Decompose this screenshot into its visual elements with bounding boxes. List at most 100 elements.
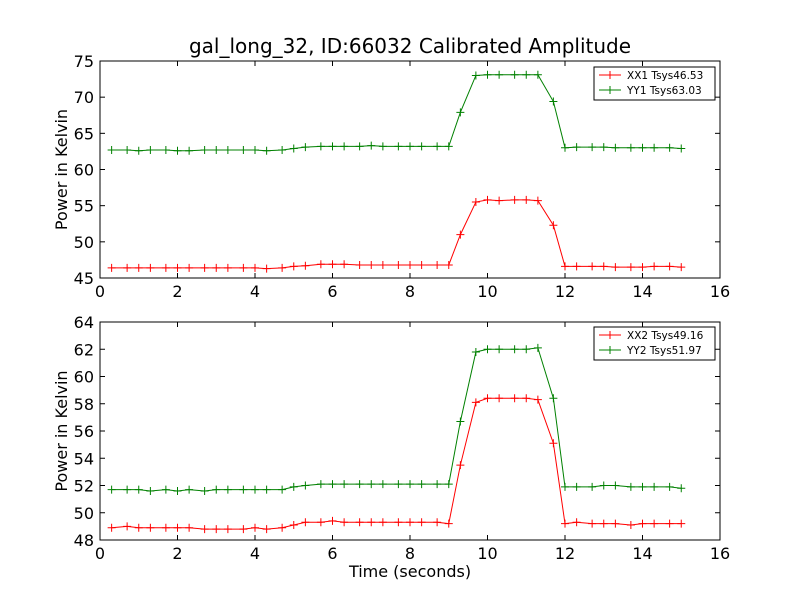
data-point — [561, 482, 569, 491]
data-point — [588, 262, 597, 271]
data-point — [223, 145, 232, 154]
data-point — [316, 518, 325, 527]
x-tick-label: 6 — [327, 544, 337, 563]
data-point — [340, 480, 349, 489]
data-point — [173, 263, 182, 272]
data-point — [626, 263, 635, 272]
data-point — [650, 519, 659, 528]
data-point — [251, 485, 259, 494]
legend: XX1 Tsys46.53 YY1 Tsys63.03 — [593, 66, 716, 101]
data-point — [599, 262, 608, 271]
data-point — [367, 260, 376, 269]
data-point — [549, 97, 558, 106]
data-point — [316, 480, 325, 489]
data-point — [433, 260, 442, 269]
data-point — [533, 395, 542, 404]
data-point — [212, 525, 221, 534]
x-tick-label: 0 — [95, 282, 105, 301]
data-point — [456, 461, 465, 470]
y-tick-label: 65 — [74, 124, 94, 143]
data-point — [173, 486, 182, 495]
data-point — [301, 481, 310, 490]
data-point — [251, 145, 259, 154]
data-point — [549, 221, 558, 230]
data-point — [316, 260, 325, 269]
x-tick-label: 16 — [710, 282, 730, 301]
data-point — [278, 485, 287, 494]
y-tick-label: 60 — [74, 368, 94, 387]
data-point — [146, 145, 155, 154]
legend-marker — [606, 86, 614, 94]
data-point — [638, 263, 647, 272]
data-point — [611, 519, 620, 528]
data-point — [107, 145, 116, 154]
legend: XX2 Tsys49.16 YY2 Tsys51.97 — [593, 326, 716, 361]
x-tick-label: 10 — [477, 544, 497, 563]
data-point — [665, 262, 674, 271]
data-point — [561, 262, 569, 271]
data-point — [378, 260, 387, 269]
data-point — [650, 143, 659, 152]
data-point — [107, 523, 116, 532]
data-point — [355, 518, 364, 527]
data-point — [456, 417, 465, 426]
data-point — [185, 523, 194, 532]
data-point — [367, 518, 376, 527]
y-tick-label: 62 — [74, 340, 94, 359]
data-point — [301, 261, 310, 270]
data-point — [107, 485, 116, 494]
data-point — [394, 480, 403, 489]
y-tick-label: 75 — [74, 52, 94, 71]
data-point — [471, 71, 480, 80]
y-tick-label: 50 — [74, 233, 94, 252]
x-tick-label: 4 — [250, 544, 260, 563]
chart-title: gal_long_32, ID:66032 Calibrated Amplitu… — [189, 34, 631, 58]
data-point — [340, 142, 349, 151]
data-point — [588, 519, 597, 528]
data-point — [444, 480, 453, 489]
data-point — [239, 525, 248, 534]
data-point — [123, 485, 132, 494]
y-axis-label: Power in Kelvin — [52, 370, 71, 491]
x-tick-label: 8 — [405, 544, 415, 563]
data-point — [533, 343, 542, 352]
data-point — [677, 484, 686, 493]
data-point — [611, 143, 620, 152]
data-point — [394, 260, 403, 269]
data-point — [316, 142, 325, 151]
data-point — [200, 486, 209, 495]
data-point — [289, 262, 298, 271]
data-point — [417, 260, 426, 269]
data-point — [665, 519, 674, 528]
x-tick-label: 14 — [632, 282, 652, 301]
data-point — [200, 525, 209, 534]
data-point — [456, 108, 465, 117]
data-point — [665, 143, 674, 152]
data-point — [417, 142, 426, 151]
data-point — [406, 260, 414, 269]
data-point — [340, 518, 349, 527]
data-point — [471, 198, 480, 207]
data-point — [638, 482, 647, 491]
data-point — [650, 482, 659, 491]
data-point — [638, 143, 647, 152]
data-point — [278, 145, 287, 154]
data-point — [522, 70, 531, 79]
data-point — [251, 523, 259, 532]
data-point — [262, 525, 271, 534]
data-point — [367, 480, 376, 489]
data-point — [433, 480, 442, 489]
data-point — [510, 394, 519, 403]
data-point — [161, 485, 170, 494]
data-point — [239, 485, 248, 494]
data-point — [626, 521, 635, 530]
data-point — [665, 482, 674, 491]
data-point — [107, 263, 116, 272]
data-point — [134, 523, 143, 532]
data-point — [367, 141, 376, 150]
data-point — [262, 264, 271, 273]
x-tick-label: 16 — [710, 544, 730, 563]
top-plot: 0 2 4 6 8 10 12 14 16 45 50 55 60 65 70 75 Power in Kelv… — [52, 52, 730, 301]
data-point — [262, 485, 271, 494]
data-point — [483, 345, 492, 354]
